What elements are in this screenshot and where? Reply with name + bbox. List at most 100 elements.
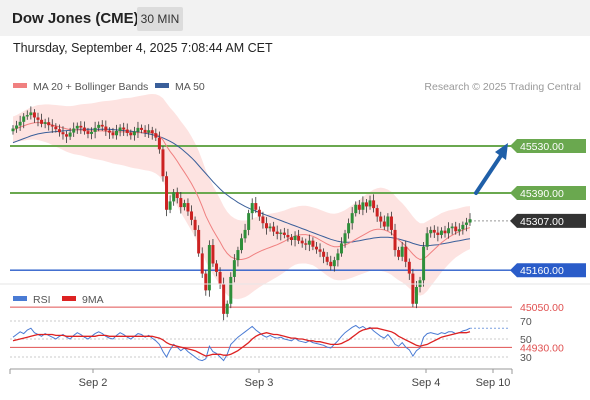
- candle-body: [25, 115, 29, 117]
- candle-body: [250, 203, 254, 214]
- candle-body: [257, 209, 261, 217]
- candle-body: [436, 232, 440, 235]
- candle-body: [182, 203, 186, 208]
- x-tick-label: Sep 2: [79, 377, 108, 389]
- bollinger-band: [13, 94, 470, 300]
- candle-body: [18, 121, 22, 126]
- candle-body: [100, 124, 104, 127]
- candle-body: [29, 112, 33, 116]
- candle-body: [261, 216, 265, 224]
- level-label-bg: [510, 185, 586, 200]
- level-label-resistance: 45390.00: [510, 185, 586, 200]
- level-label-text: 45160.00: [520, 265, 564, 277]
- candle-body: [11, 128, 15, 132]
- candle-body: [304, 243, 308, 245]
- candle-body: [300, 240, 304, 244]
- level-label-text: 45307.00: [520, 216, 564, 228]
- projection-arrow: [474, 143, 508, 195]
- candle-body: [439, 230, 443, 235]
- candle-body: [314, 246, 318, 250]
- candle-body: [336, 253, 340, 261]
- level-label-text: 44930.00: [520, 342, 564, 354]
- candle-body: [154, 133, 158, 138]
- level-label-bearish: 44930.00: [520, 342, 564, 354]
- x-axis: Sep 2 Sep 3 Sep 4 Sep 10: [9, 368, 513, 389]
- candle-body: [297, 235, 301, 241]
- candle-body: [65, 134, 69, 137]
- candle-body: [129, 132, 133, 136]
- candle-body: [107, 130, 111, 133]
- candle-body: [175, 192, 179, 199]
- candle-body: [111, 132, 115, 136]
- candle-body: [207, 245, 211, 291]
- candle-body: [40, 119, 44, 124]
- candle-body: [143, 129, 147, 133]
- credit-text: Research © 2025 Trading Central: [424, 81, 581, 93]
- candle-body: [222, 283, 226, 314]
- candle-body: [422, 246, 426, 281]
- candle-body: [47, 122, 51, 126]
- candle-body: [286, 234, 290, 238]
- level-label-bg: [510, 139, 586, 153]
- candle-body: [379, 216, 383, 222]
- ma20-legend-swatch: [13, 83, 27, 88]
- bollinger-fill: [13, 94, 470, 300]
- candle-body: [264, 223, 268, 229]
- candle-body: [354, 204, 358, 214]
- candle-body: [118, 127, 122, 131]
- candle-body: [115, 130, 119, 136]
- candle-body: [215, 263, 219, 272]
- level-label-text: 45530.00: [520, 141, 564, 153]
- candle-body: [332, 260, 336, 267]
- candle-body: [429, 229, 433, 234]
- candle-body: [386, 216, 390, 227]
- candle-body: [190, 211, 194, 220]
- candle-body: [311, 240, 315, 247]
- candle-body: [443, 230, 447, 234]
- candle-body: [254, 203, 258, 210]
- candle-body: [136, 127, 140, 132]
- candle-body: [90, 131, 94, 134]
- level-label-bg: [510, 263, 586, 278]
- candle-body: [268, 226, 272, 229]
- candle-body: [339, 243, 343, 254]
- candle-body: [72, 128, 76, 133]
- candle-body: [22, 116, 26, 122]
- candle-body: [104, 126, 108, 131]
- candle-body: [229, 276, 233, 304]
- candle-body: [157, 137, 161, 150]
- x-tick-label: Sep 10: [476, 377, 511, 389]
- candle-body: [61, 132, 65, 135]
- level-label-current: 45307.00: [510, 213, 586, 228]
- candle-body: [247, 213, 251, 230]
- rsi-ma-legend-swatch: [62, 296, 76, 301]
- candle-body: [132, 131, 136, 136]
- candle-body: [36, 117, 40, 120]
- candle-body: [93, 127, 97, 132]
- candles: [11, 106, 472, 321]
- candle-body: [457, 229, 461, 232]
- rsi-panel: 70 50 30: [10, 316, 532, 364]
- rsi-legend-label: RSI: [33, 294, 51, 306]
- candle-body: [193, 219, 197, 230]
- candle-body: [75, 125, 79, 129]
- candle-body: [468, 219, 472, 223]
- level-label-bg: [510, 213, 586, 228]
- candle-body: [375, 208, 379, 217]
- candle-body: [200, 253, 204, 274]
- candle-body: [211, 245, 215, 264]
- candle-body: [150, 130, 154, 134]
- candle-body: [97, 124, 101, 128]
- rsi-tick-label: 70: [520, 316, 532, 328]
- candle-body: [411, 273, 415, 304]
- candle-body: [432, 229, 436, 233]
- ma20-legend-label: MA 20 + Bollinger Bands: [33, 81, 148, 93]
- timeframe-button[interactable]: 30 MIN: [137, 7, 183, 31]
- candle-body: [307, 240, 311, 245]
- level-lines: [10, 145, 512, 348]
- x-tick-label: Sep 3: [245, 377, 274, 389]
- candle-body: [325, 256, 329, 262]
- candle-body: [289, 237, 293, 240]
- candle-body: [161, 149, 165, 177]
